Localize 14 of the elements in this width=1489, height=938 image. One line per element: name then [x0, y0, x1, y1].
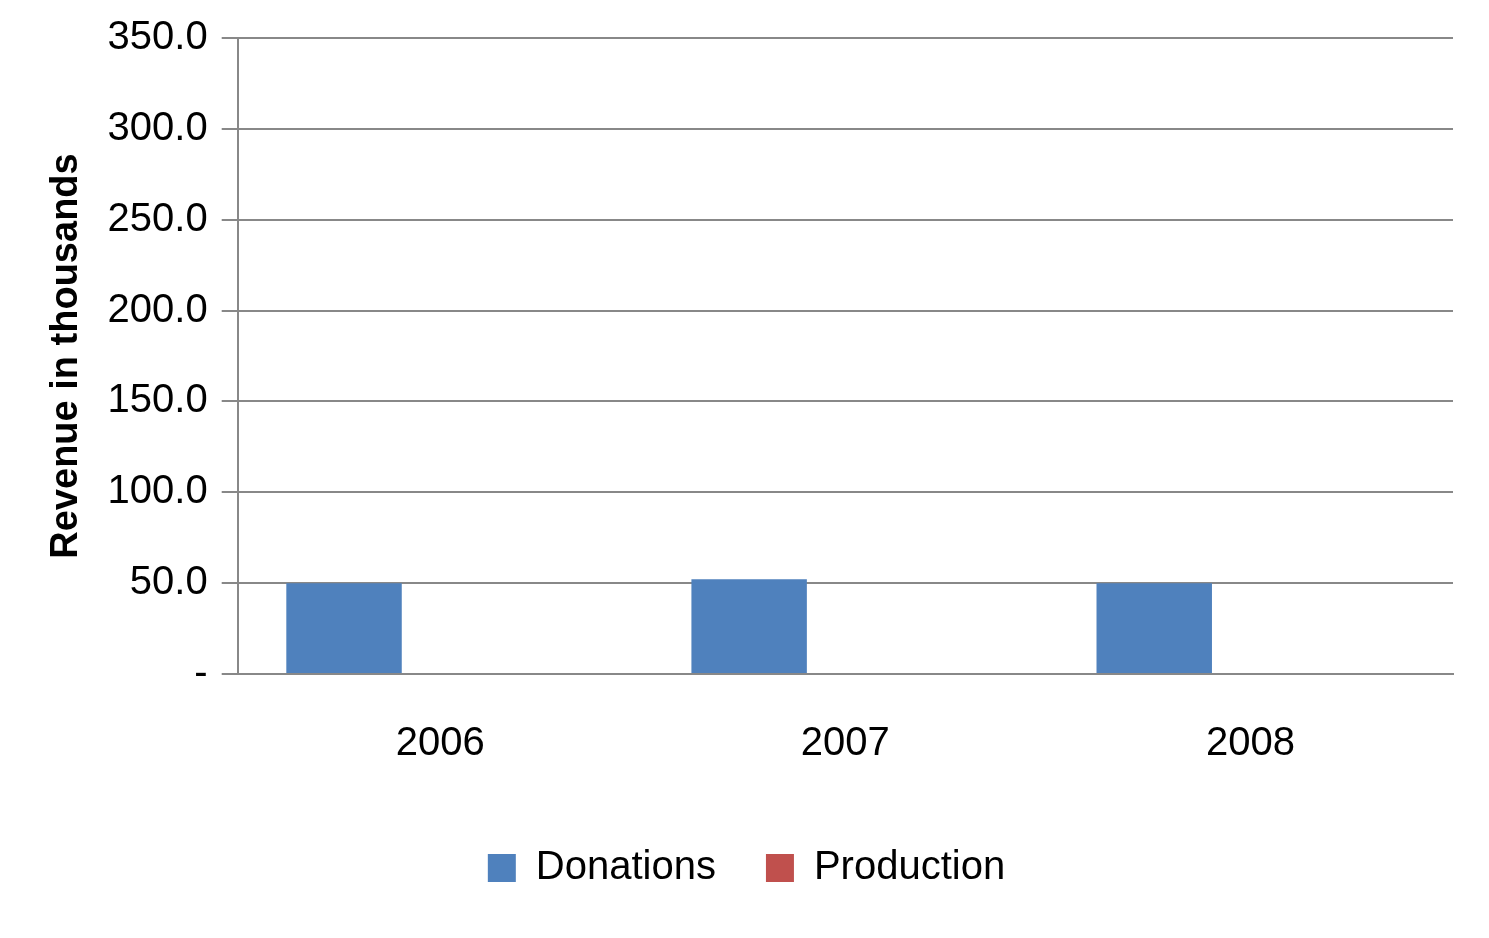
y-tick-label: 200.0	[107, 285, 208, 330]
x-tick-label: 2006	[395, 719, 485, 764]
y-tick-label: 100.0	[107, 467, 208, 512]
x-tick-label: 2007	[800, 719, 890, 764]
y-tick-label: -	[194, 649, 208, 694]
legend-label: Donations	[535, 843, 716, 888]
y-tick-label: 350.0	[107, 13, 208, 58]
y-tick-label: 300.0	[107, 103, 208, 148]
x-tick-label: 2008	[1205, 719, 1295, 764]
y-tick-label: 50.0	[129, 558, 208, 603]
y-tick-label: 150.0	[107, 376, 208, 421]
legend-label: Production	[813, 843, 1006, 888]
y-tick-label: 250.0	[107, 194, 208, 239]
y-axis-title: Revenue in thousands	[43, 153, 86, 559]
